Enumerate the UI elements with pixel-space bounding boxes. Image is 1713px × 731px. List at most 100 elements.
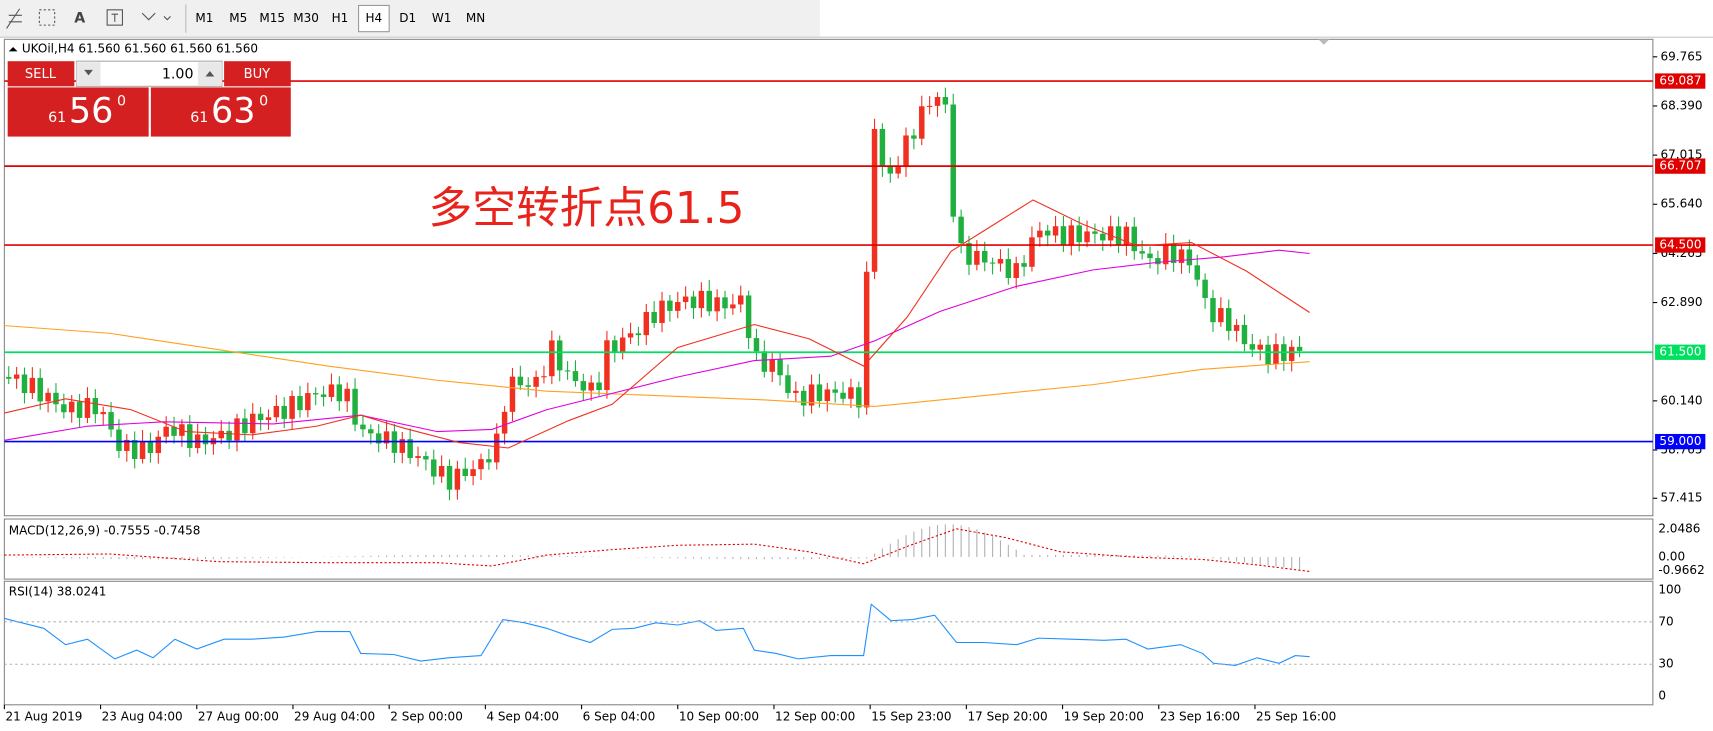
candle	[840, 392, 846, 399]
candle	[793, 390, 799, 393]
macd-tick-label: 0.00	[1658, 550, 1685, 564]
candle	[1013, 263, 1019, 278]
time-axis: 21 Aug 2019 23 Aug 04:00 27 Aug 00:00 29 Au…	[3, 704, 1336, 723]
timeframe[interactable]: H1	[332, 11, 349, 25]
candle	[21, 374, 28, 394]
timeframe[interactable]: M5	[229, 11, 247, 25]
candle	[871, 128, 878, 272]
timeframe[interactable]: M1	[195, 11, 213, 25]
level-label: 66.707	[1659, 159, 1701, 173]
candle	[1273, 344, 1279, 365]
level-label: 69.087	[1659, 74, 1701, 88]
buy-price-box[interactable]	[150, 87, 291, 137]
timeframe[interactable]: M30	[293, 11, 319, 25]
candle	[1265, 344, 1271, 365]
candle	[1029, 237, 1035, 267]
timeframe[interactable]: W1	[432, 11, 452, 25]
lot-value[interactable]: 1.00	[162, 66, 194, 82]
chart-header: UKOil,H4 61.560 61.560 61.560 61.560	[22, 42, 258, 56]
text-tool[interactable]: A	[74, 11, 85, 27]
arrows-icon[interactable]	[141, 12, 171, 21]
candle	[1021, 263, 1027, 267]
candle	[273, 405, 280, 418]
lot-up-arrow	[205, 71, 215, 77]
buy-label[interactable]: BUY	[244, 67, 272, 82]
candle	[265, 417, 272, 420]
candle	[919, 106, 925, 139]
candle	[800, 390, 807, 406]
price-tick-label: 65.640	[1661, 197, 1703, 211]
price-tick-label: 69.765	[1661, 49, 1703, 63]
candle	[903, 135, 909, 168]
candle	[289, 396, 295, 419]
candle	[974, 250, 980, 265]
candle	[478, 459, 484, 470]
time-label: 25 Sep 16:00	[1256, 709, 1336, 723]
time-label: 4 Sep 04:00	[486, 709, 559, 723]
buy-button[interactable]	[224, 61, 291, 87]
candle	[76, 401, 83, 418]
candle	[714, 297, 720, 312]
rsi-line	[4, 603, 1310, 666]
fib-icon[interactable]	[6, 8, 22, 29]
candle	[856, 387, 862, 408]
candle	[533, 376, 539, 387]
candle	[131, 439, 138, 459]
candle	[171, 426, 177, 436]
time-label: 17 Sep 20:00	[967, 709, 1047, 723]
candle	[1163, 243, 1169, 265]
price-tick-label: 62.890	[1661, 295, 1703, 309]
text-label-icon[interactable]	[106, 9, 123, 26]
candle	[966, 243, 972, 265]
time-label: 23 Sep 16:00	[1160, 709, 1240, 723]
rsi-label: RSI(14) 38.0241	[9, 585, 107, 599]
candle	[659, 300, 665, 323]
candle	[100, 412, 106, 415]
time-label: 23 Aug 04:00	[102, 709, 183, 723]
buy-price-big: 61	[190, 110, 208, 126]
level-label-box	[1655, 433, 1706, 450]
sell-price-box[interactable]	[7, 87, 149, 137]
timeframe[interactable]: H4	[366, 11, 383, 25]
timeframe[interactable]: MN	[466, 11, 485, 25]
candle	[722, 297, 728, 309]
tool-icons	[6, 8, 171, 29]
candle	[604, 340, 610, 391]
sell-price-big: 61	[48, 110, 66, 126]
candle	[297, 396, 303, 411]
sell-label[interactable]: SELL	[25, 67, 57, 82]
candle	[926, 105, 933, 107]
candle	[627, 333, 634, 338]
candle	[911, 135, 917, 139]
candle	[360, 424, 366, 430]
candle	[1296, 346, 1303, 351]
time-label: 6 Sep 04:00	[583, 709, 656, 723]
candle	[407, 439, 413, 459]
candle	[242, 418, 248, 434]
macd-panel	[3, 518, 1654, 580]
candle	[68, 401, 75, 413]
timeframe[interactable]: M15	[259, 11, 285, 25]
grid-icon[interactable]	[38, 9, 56, 26]
price-tick-label: 68.390	[1661, 98, 1703, 112]
candle	[108, 412, 114, 430]
time-label: 21 Aug 2019	[5, 709, 82, 723]
candle	[368, 429, 374, 434]
candle	[470, 469, 476, 477]
candle	[1107, 226, 1114, 241]
candle	[155, 436, 162, 453]
price-panel	[3, 38, 1654, 517]
candle	[958, 216, 964, 244]
candle	[320, 394, 327, 397]
level-label-box	[1655, 237, 1706, 253]
candle	[879, 128, 886, 167]
sell-button[interactable]	[7, 61, 75, 87]
candle	[1044, 230, 1051, 236]
candle	[84, 398, 91, 418]
candle	[1052, 226, 1059, 236]
timeframe[interactable]: D1	[399, 11, 416, 25]
candle	[942, 97, 949, 105]
time-label: 2 Sep 00:00	[390, 709, 463, 723]
candle	[816, 384, 823, 402]
